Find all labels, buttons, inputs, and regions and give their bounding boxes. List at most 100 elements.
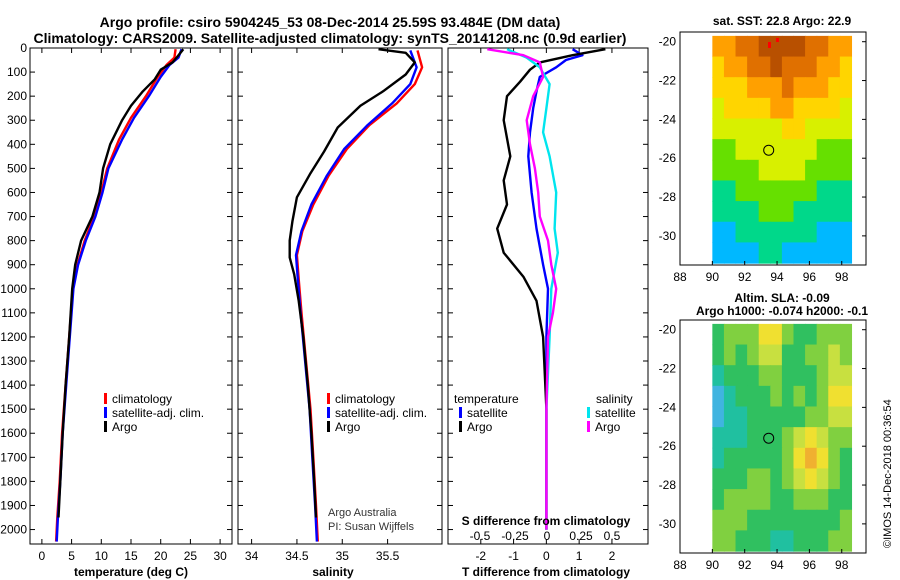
x-tick-label: 10 <box>95 549 109 563</box>
heatmap-cell <box>793 530 806 552</box>
heatmap-cell <box>770 221 783 243</box>
x-tick-label: -2 <box>475 549 486 563</box>
sst-hot-pixel <box>776 38 779 42</box>
heatmap-cell <box>781 323 795 346</box>
heatmap-cell <box>816 427 829 449</box>
heatmap-cell <box>781 139 795 161</box>
heatmap-cell <box>828 385 841 408</box>
heatmap-cell <box>828 406 841 428</box>
heatmap-cell <box>828 344 841 366</box>
heatmap-cell <box>839 97 853 120</box>
heatmap-cell <box>805 35 818 58</box>
heatmap-cell <box>747 406 760 428</box>
heatmap-cell <box>805 180 818 202</box>
heatmap-cell <box>712 201 725 223</box>
y-tick-label: -20 <box>659 35 677 49</box>
heatmap-cell <box>735 427 748 449</box>
heatmap-cell <box>816 180 829 202</box>
x-tick-label: 96 <box>803 558 817 572</box>
heatmap-cell <box>712 406 725 428</box>
heatmap-cell <box>828 118 841 140</box>
heatmap-cell <box>747 159 760 182</box>
heatmap-cell <box>770 468 783 490</box>
heatmap-cell <box>793 221 806 243</box>
heatmap-cell <box>758 118 771 140</box>
heatmap-cell <box>712 77 725 99</box>
t-difference-axis-label: T difference from climatology <box>462 565 630 579</box>
x-tick-label: 0 <box>39 549 46 563</box>
heatmap-cell <box>770 56 783 78</box>
y-tick-label: 1200 <box>0 330 27 344</box>
heatmap-cell <box>770 323 783 346</box>
s-difference-tick-labels: -0.5 -0.25 0 0.25 0.5 <box>470 529 621 543</box>
heatmap-cell <box>747 56 760 78</box>
temperature-legend: climatology satellite-adj. clim. Argo <box>104 392 204 434</box>
heatmap-cell <box>793 406 806 428</box>
heatmap-cell <box>770 77 783 99</box>
sla-map-frame <box>679 319 867 554</box>
heatmap-cell <box>781 489 795 511</box>
heatmap-cell <box>758 385 771 408</box>
heatmap-cell <box>770 509 783 531</box>
heatmap-cell <box>781 447 795 470</box>
heatmap-cell <box>793 180 806 202</box>
heatmap-cell <box>781 35 795 58</box>
heatmap-cell <box>805 159 818 182</box>
y-tick-label: 200 <box>7 89 27 103</box>
heatmap-cell <box>758 509 771 531</box>
heatmap-cell <box>712 427 725 449</box>
heatmap-cell <box>781 77 795 99</box>
s-tick-label: -0.5 <box>470 529 491 543</box>
series-line-argo <box>288 48 416 518</box>
heatmap-cell <box>828 201 841 223</box>
heatmap-cell <box>839 56 853 78</box>
heatmap-cell <box>712 468 725 490</box>
sst-map-panel: sat. SST: 22.8 Argo: 22.9 88 90 92 94 96 98 -2… <box>659 14 867 284</box>
heatmap-cell <box>747 427 760 449</box>
heatmap-cell <box>805 118 818 140</box>
heatmap-cell <box>735 201 748 223</box>
y-tick-label: -22 <box>659 74 677 88</box>
heatmap-cell <box>793 159 806 182</box>
heatmap-cell <box>816 159 829 182</box>
heatmap-cell <box>758 530 771 552</box>
heatmap-cell <box>781 118 795 140</box>
heatmap-cell <box>793 427 806 449</box>
heatmap-cell <box>723 468 737 490</box>
heatmap-cell <box>816 385 829 408</box>
heatmap-cell <box>770 159 783 182</box>
heatmap-cell <box>723 56 737 78</box>
figure-title-line1: Argo profile: csiro 5904245_53 08-Dec-20… <box>100 14 561 30</box>
heatmap-cell <box>793 97 806 120</box>
heatmap-cell <box>828 35 841 58</box>
heatmap-cell <box>781 344 795 366</box>
heatmap-cell <box>758 56 771 78</box>
heatmap-cell <box>793 365 806 387</box>
heatmap-cell <box>758 139 771 161</box>
heatmap-cell <box>828 97 841 120</box>
salinity-plot-frame <box>237 47 443 545</box>
heatmap-cell <box>781 180 795 202</box>
heatmap-cell <box>758 447 771 470</box>
x-tick-label: 34.5 <box>285 549 309 563</box>
temperature-plot-frame <box>29 47 233 545</box>
difference-y-ticks <box>448 47 648 531</box>
sla-map-axes: 88 90 92 94 96 98 -20 -22 -24 -26 -28 -30 <box>659 323 866 572</box>
heatmap-cell <box>735 56 748 78</box>
heatmap-cell <box>735 221 748 243</box>
legend-argo-swatch <box>104 421 107 432</box>
heatmap-cell <box>816 489 829 511</box>
heatmap-cell <box>805 201 818 223</box>
heatmap-cell <box>839 242 853 264</box>
y-tick-label: 500 <box>7 161 27 175</box>
x-tick-label: 30 <box>213 549 227 563</box>
heatmap-cell <box>816 35 829 58</box>
y-tick-label: 1300 <box>0 354 27 368</box>
heatmap-cell <box>758 201 771 223</box>
heatmap-cell <box>712 323 725 346</box>
heatmap-cell <box>758 406 771 428</box>
heatmap-cell <box>816 323 829 346</box>
x-tick-label: 90 <box>706 558 720 572</box>
heatmap-cell <box>723 77 737 99</box>
heatmap-cell <box>793 56 806 78</box>
